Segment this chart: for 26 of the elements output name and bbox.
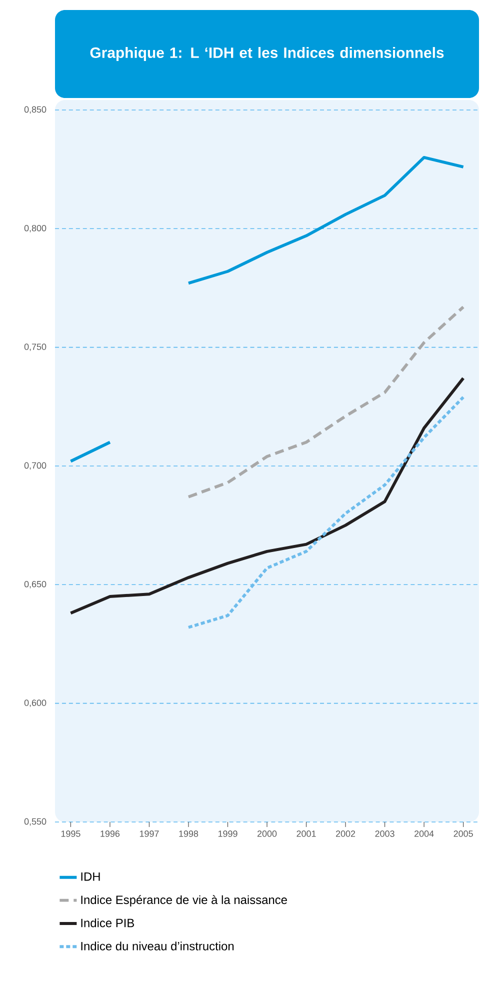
x-tick-label: 1997 [140, 830, 159, 837]
x-tick-label: 1998 [179, 830, 198, 837]
chart-title: Graphique 1: L ‘IDH et les Indices dimensionnels [90, 47, 444, 61]
x-tick-label: 1995 [61, 830, 80, 837]
legend-label: Indice PIB [81, 918, 134, 928]
line-series [186, 396, 465, 629]
x-tick-label: 1996 [100, 830, 120, 837]
y-tick-label: 0,850 [24, 106, 46, 114]
y-tick-label: 0,650 [24, 580, 46, 588]
x-tick-label: 2000 [257, 830, 277, 837]
y-tick-label: 0,600 [24, 700, 46, 708]
legend-label: Indice Espérance de vie à la naissance [81, 895, 287, 906]
legend-label: IDH [81, 872, 100, 881]
legend-label: Indice du niveau d’instruction [81, 942, 234, 950]
line-series [186, 305, 465, 498]
x-tick-label: 2005 [454, 830, 473, 837]
x-tick-label: 2003 [375, 830, 394, 837]
x-tick-label: 1999 [218, 830, 238, 837]
y-tick-label: 0,750 [24, 344, 46, 352]
x-tick-label: 2002 [336, 830, 356, 837]
line-series [69, 376, 465, 615]
y-tick-label: 0,800 [24, 224, 46, 232]
y-tick-label: 0,550 [24, 818, 46, 826]
x-tick-label: 2004 [414, 830, 434, 837]
y-tick-label: 0,700 [24, 462, 46, 470]
x-tick-label: 2001 [296, 830, 316, 837]
